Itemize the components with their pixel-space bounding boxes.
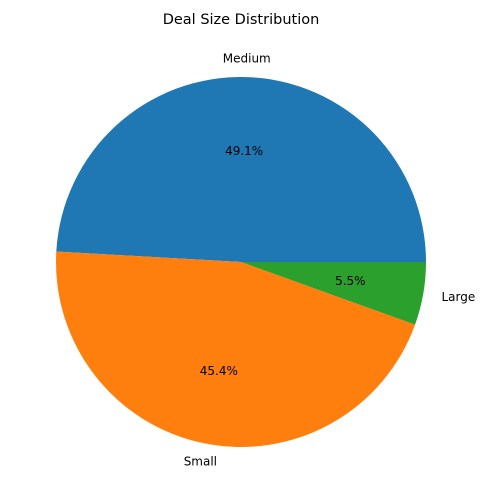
category-label-medium: Medium xyxy=(223,52,271,66)
pie-slice-medium xyxy=(56,77,426,262)
pie-slice-large xyxy=(241,262,426,325)
pct-label-large: 5.5% xyxy=(335,274,366,288)
category-label-large: Large xyxy=(441,290,475,304)
pct-label-small: 45.4% xyxy=(200,364,238,378)
pie-labels: 49.1% Medium 45.4% Small 5.5% Large xyxy=(184,52,476,469)
pct-label-medium: 49.1% xyxy=(225,144,263,158)
category-label-small: Small xyxy=(184,454,217,468)
chart-title: Deal Size Distribution xyxy=(163,12,320,28)
pie-slice-small xyxy=(56,251,416,447)
pie-slices xyxy=(56,77,426,447)
